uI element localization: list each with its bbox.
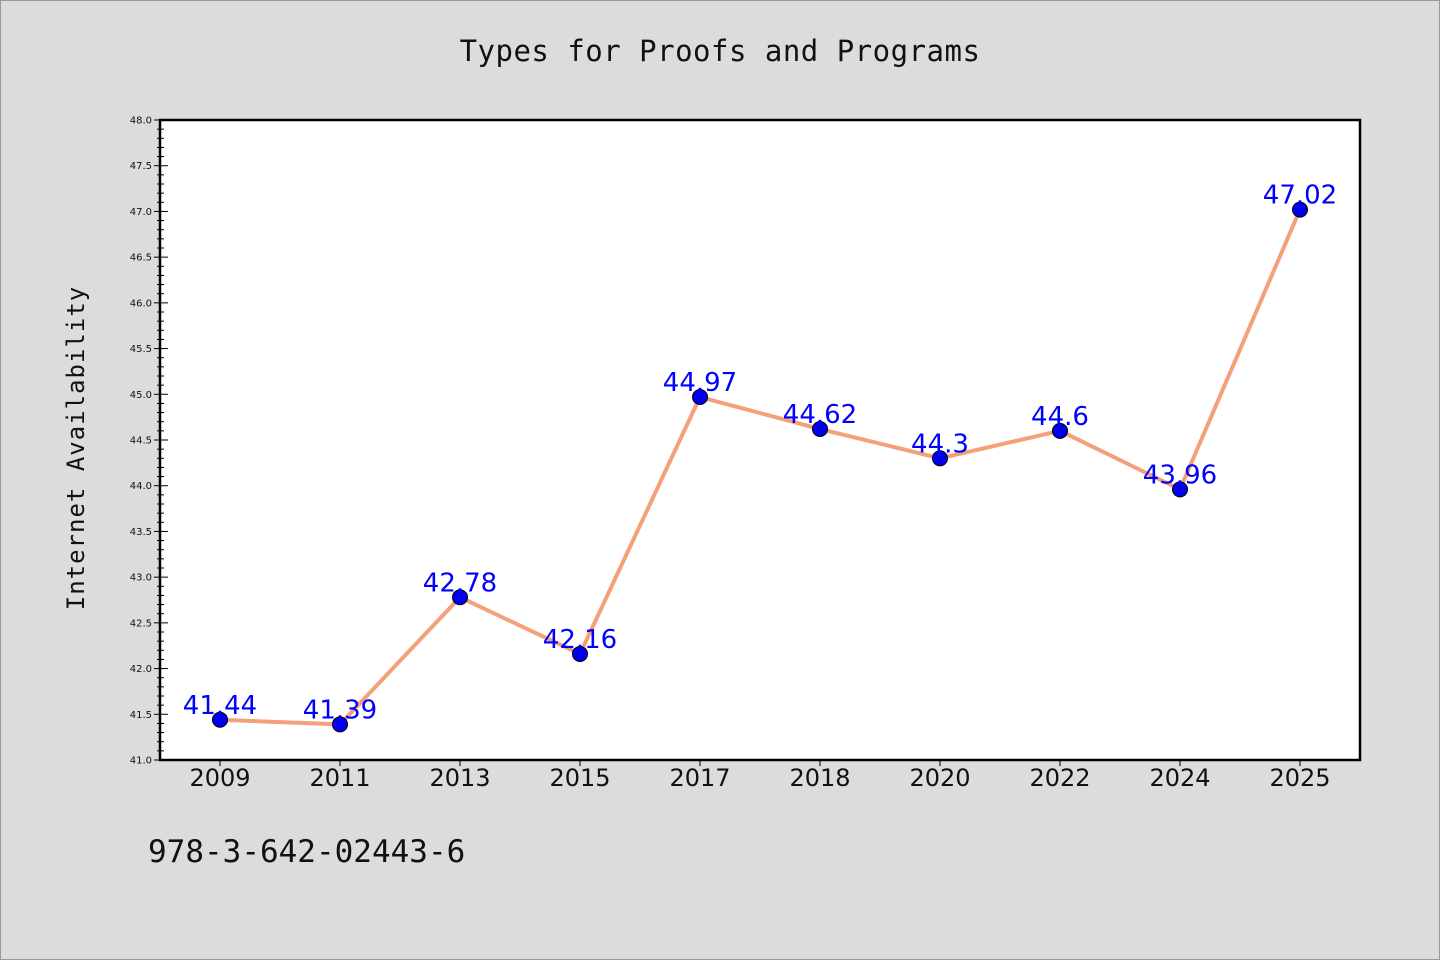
- series-markers: [212, 201, 1308, 733]
- data-label-2024: 43.96: [1143, 460, 1217, 490]
- x-tick-label: 2017: [669, 764, 730, 792]
- plot-area: [160, 120, 1360, 760]
- data-point-2009: [212, 711, 228, 728]
- x-tick-label: 2018: [789, 764, 850, 792]
- x-tick-label: 2022: [1029, 764, 1090, 792]
- y-tick-label: 41.0: [130, 756, 152, 767]
- data-point-2020: [932, 450, 948, 467]
- y-tick-label: 42.5: [130, 618, 152, 629]
- x-tick-label: 2011: [309, 764, 370, 792]
- y-tick-label: 47.5: [130, 161, 152, 172]
- y-tick-label: 48.0: [130, 116, 152, 127]
- y-tick-label: 45.0: [130, 390, 152, 401]
- data-point-2022: [1052, 422, 1068, 439]
- y-tick-label: 44.0: [130, 481, 152, 492]
- data-label-2018: 44.62: [783, 400, 857, 430]
- data-point-2018: [812, 421, 828, 438]
- y-tick-label: 44.5: [130, 436, 152, 447]
- y-tick-label: 47.0: [130, 207, 152, 218]
- data-point-2013: [452, 589, 468, 606]
- data-label-2020: 44.3: [911, 429, 969, 459]
- y-tick-label: 46.0: [130, 298, 152, 309]
- data-labels: 41.44 41.39 42.78 42.16 44.97 44.62 44.3 44.6 43…: [183, 181, 1337, 726]
- x-tick-label: 2024: [1149, 764, 1210, 792]
- y-tick-label: 43.5: [130, 527, 152, 538]
- y-tick-label: 42.0: [130, 664, 152, 675]
- data-label-2013: 42.78: [423, 568, 497, 598]
- data-label-2015: 42.16: [543, 625, 617, 655]
- plot-frame: [158, 118, 1362, 762]
- x-tick-label: 2025: [1269, 764, 1330, 792]
- data-label-2017: 44.97: [663, 368, 737, 398]
- data-point-2025: [1292, 201, 1308, 218]
- data-label-2011: 41.39: [303, 695, 377, 725]
- x-tick-label: 2009: [189, 764, 250, 792]
- y-tick-label: 41.5: [130, 710, 152, 721]
- x-axis-ticks: 2009 2011 2013 2015 2017 2018 2020 2022 2024 2025: [189, 760, 1331, 792]
- isbn-text: 978-3-642-02443-6: [148, 834, 466, 870]
- data-point-2017: [692, 389, 708, 406]
- data-point-2015: [572, 645, 588, 662]
- data-label-2022: 44.6: [1031, 402, 1089, 432]
- x-tick-label: 2013: [429, 764, 490, 792]
- data-point-2011: [332, 716, 348, 733]
- chart-title: Types for Proofs and Programs: [459, 34, 981, 68]
- x-tick-label: 2015: [549, 764, 610, 792]
- y-axis-ticks: 41.0 41.5 42.0 42.5 43.0 43.5 44.0 44.5 45.0 45.5…: [130, 116, 168, 767]
- y-tick-label: 45.5: [130, 344, 152, 355]
- y-tick-label: 43.0: [130, 573, 152, 584]
- data-point-2024: [1172, 481, 1188, 498]
- series-line: [218, 207, 1302, 727]
- data-label-2025: 47.02: [1263, 181, 1337, 211]
- y-tick-label: 46.5: [130, 253, 152, 264]
- x-tick-label: 2020: [909, 764, 970, 792]
- data-label-2009: 41.44: [183, 691, 257, 721]
